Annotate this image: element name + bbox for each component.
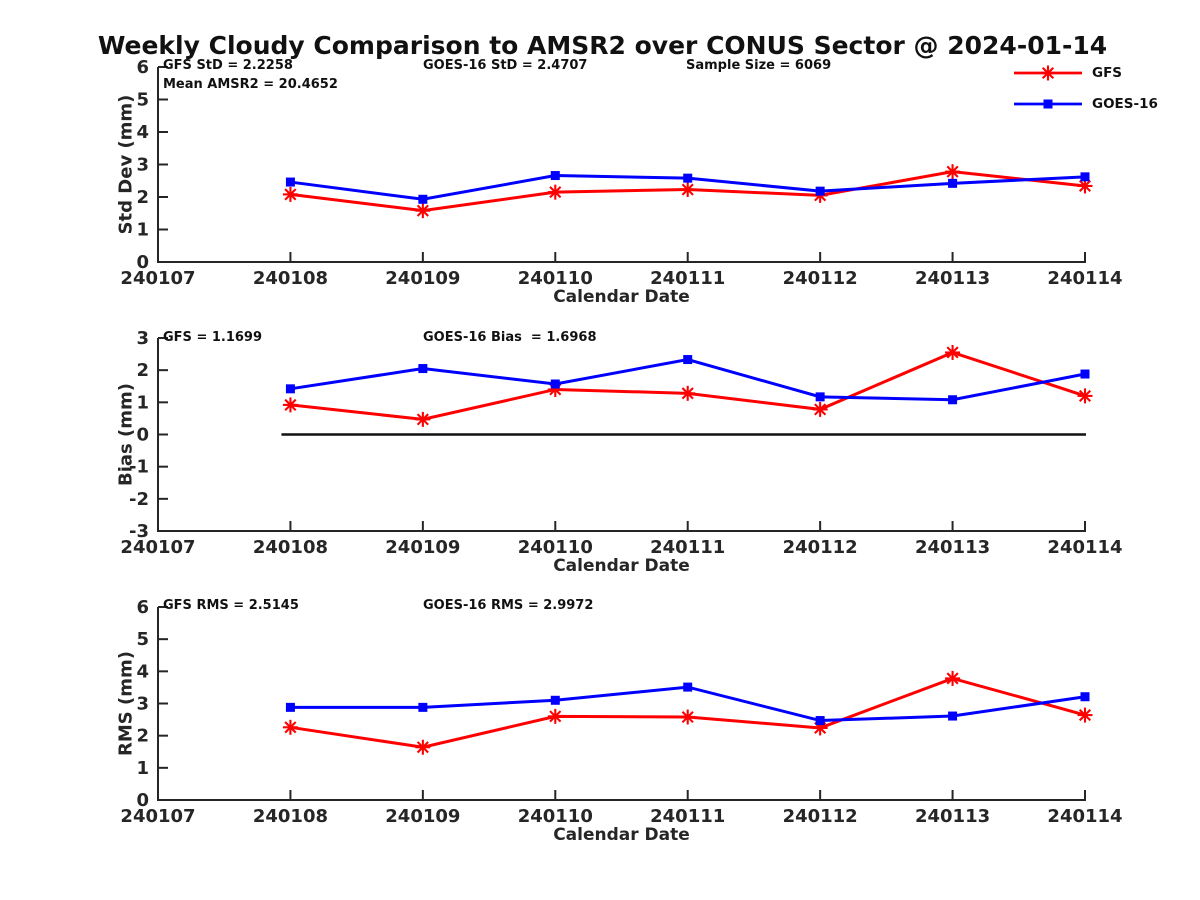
svg-text:1: 1 <box>136 392 149 413</box>
goes16-line-square-icon <box>1014 99 1082 109</box>
stddev-y-axis-label: Std Dev (mm) <box>115 94 137 235</box>
svg-text:240107: 240107 <box>120 268 195 289</box>
figure-title: Weekly Cloudy Comparison to AMSR2 over C… <box>97 31 1108 60</box>
svg-text:240110: 240110 <box>518 268 593 289</box>
svg-text:2: 2 <box>136 360 149 381</box>
rms-gfs-annotation: GFS RMS = 2.5145 <box>163 598 299 613</box>
svg-text:240113: 240113 <box>915 806 990 827</box>
svg-text:2: 2 <box>136 187 149 208</box>
legend-item-goes16: GOES-16 <box>1012 94 1158 114</box>
svg-text:0: 0 <box>136 790 149 811</box>
legend-label-goes16: GOES-16 <box>1092 96 1158 112</box>
mean-amsr2-annotation: Mean AMSR2 = 20.4652 <box>163 77 338 92</box>
svg-text:240108: 240108 <box>253 268 328 289</box>
sample-size-annotation: Sample Size = 6069 <box>686 58 832 73</box>
svg-text:240108: 240108 <box>253 806 328 827</box>
svg-text:240111: 240111 <box>650 537 725 558</box>
svg-text:240111: 240111 <box>650 806 725 827</box>
bias-subplot: -3 -2 -1 0 1 2 3 240107 240108 240109 240110 240111… <box>120 328 1122 558</box>
svg-text:240110: 240110 <box>518 537 593 558</box>
bias-goes16-annotation: GOES-16 Bias = 1.6968 <box>423 330 597 345</box>
svg-text:-2: -2 <box>129 489 149 510</box>
svg-text:1: 1 <box>136 758 149 779</box>
svg-text:240107: 240107 <box>120 806 195 827</box>
svg-text:240109: 240109 <box>385 806 460 827</box>
bias-gfs-annotation: GFS = 1.1699 <box>163 330 263 345</box>
svg-text:1: 1 <box>136 220 149 241</box>
stddev-goes16-annotation: GOES-16 StD = 2.4707 <box>423 58 588 73</box>
rms-goes16-annotation: GOES-16 RMS = 2.9972 <box>423 598 594 613</box>
svg-text:240112: 240112 <box>783 268 858 289</box>
svg-text:240108: 240108 <box>253 537 328 558</box>
svg-text:240112: 240112 <box>783 806 858 827</box>
svg-text:0: 0 <box>136 425 149 446</box>
svg-text:240113: 240113 <box>915 268 990 289</box>
legend: GFS GOES-16 <box>1012 63 1158 125</box>
svg-text:3: 3 <box>136 694 149 715</box>
svg-text:240112: 240112 <box>783 537 858 558</box>
svg-text:240113: 240113 <box>915 537 990 558</box>
svg-text:5: 5 <box>136 629 149 650</box>
svg-text:-3: -3 <box>129 521 149 542</box>
std-dev-subplot: 0 1 2 3 4 5 6 240107 240108 240109 240110 240111 240… <box>120 57 1122 289</box>
svg-text:6: 6 <box>136 57 149 78</box>
svg-text:4: 4 <box>136 661 149 682</box>
stddev-gfs-annotation: GFS StD = 2.2258 <box>163 58 293 73</box>
svg-text:-1: -1 <box>129 457 149 478</box>
svg-text:2: 2 <box>136 726 149 747</box>
rms-x-axis-label: Calendar Date <box>553 825 690 845</box>
svg-text:3: 3 <box>136 328 149 349</box>
legend-label-gfs: GFS <box>1092 65 1123 81</box>
svg-text:3: 3 <box>136 155 149 176</box>
svg-text:240110: 240110 <box>518 806 593 827</box>
bias-y-axis-label: Bias (mm) <box>115 383 137 486</box>
bias-x-axis-label: Calendar Date <box>553 556 690 576</box>
rms-y-axis-label: RMS (mm) <box>115 651 137 756</box>
svg-text:5: 5 <box>136 90 149 111</box>
gfs-line-asterisk-icon <box>1014 65 1082 81</box>
svg-text:240114: 240114 <box>1047 537 1122 558</box>
stddev-x-axis-label: Calendar Date <box>553 287 690 307</box>
svg-text:240114: 240114 <box>1047 806 1122 827</box>
legend-item-gfs: GFS <box>1012 63 1158 83</box>
rms-subplot: 0 1 2 3 4 5 6 240107 240108 240109 240110 240111 240… <box>120 597 1122 827</box>
svg-text:240114: 240114 <box>1047 268 1122 289</box>
svg-text:240111: 240111 <box>650 268 725 289</box>
svg-text:0: 0 <box>136 252 149 273</box>
svg-text:6: 6 <box>136 597 149 618</box>
svg-text:240107: 240107 <box>120 537 195 558</box>
svg-text:240109: 240109 <box>385 537 460 558</box>
svg-text:240109: 240109 <box>385 268 460 289</box>
svg-text:4: 4 <box>136 122 149 143</box>
